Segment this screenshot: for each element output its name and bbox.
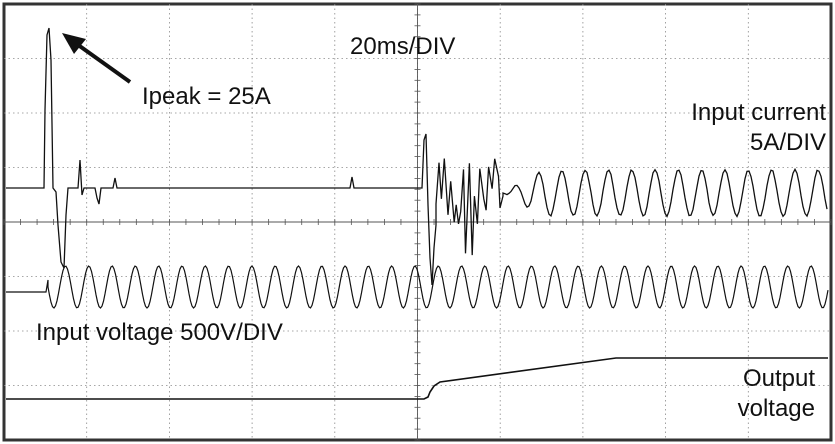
output-voltage-label-line2: voltage [738,395,815,422]
input-current-label: Input current [691,99,826,126]
input-current-trace [6,27,828,286]
graticule [3,3,832,441]
peak-arrow-shaft [72,40,132,84]
timebase-label: 20ms/DIV [350,33,455,60]
input-current-scale-label: 5A/DIV [750,129,826,156]
annotations: 20ms/DIV Ipeak = 25A Input current 5A/DI… [36,33,826,422]
input-voltage-label: Input voltage 500V/DIV [36,319,283,346]
traces [6,27,829,400]
input-voltage-trace [6,265,829,309]
peak-annotation-label: Ipeak = 25A [142,83,271,110]
peak-arrow-head [62,33,86,54]
output-voltage-trace [6,357,828,400]
output-voltage-label-line1: Output [743,365,815,392]
